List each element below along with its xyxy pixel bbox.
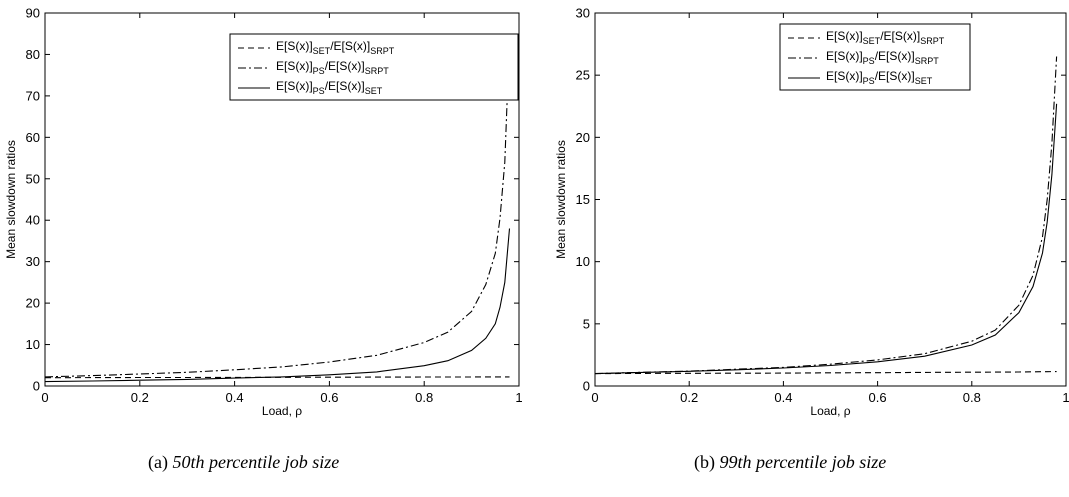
legend-label: E[S(x)]SET/E[S(x)]SRPT [276,39,395,56]
y-tick-label: 30 [26,254,40,269]
x-tick-label: 1 [515,390,522,405]
x-tick-label: 0.4 [774,390,792,405]
x-tick-label: 0.8 [415,390,433,405]
y-tick-label: 10 [26,337,40,352]
y-tick-label: 25 [576,68,590,83]
x-tick-label: 0.8 [963,390,981,405]
legend-label: E[S(x)]PS/E[S(x)]SET [826,69,933,86]
legend-label: E[S(x)]PS/E[S(x)]SET [276,79,383,96]
y-axis-label: Mean slowdown ratios [4,140,18,259]
caption-a-text: 50th percentile job size [172,452,340,472]
caption-b-text: 99th percentile job size [719,452,887,472]
y-tick-label: 0 [583,379,590,394]
legend-label: E[S(x)]PS/E[S(x)]SRPT [276,59,389,76]
x-tick-label: 0 [41,390,48,405]
y-tick-label: 80 [26,47,40,62]
series-line-solid [595,103,1058,375]
x-tick-label: 0.6 [869,390,887,405]
x-tick-label: 1 [1062,390,1069,405]
x-tick-label: 0.6 [320,390,338,405]
legend: E[S(x)]SET/E[S(x)]SRPT E[S(x)]PS/E[S(x)]S… [229,33,519,101]
x-tick-label: 0 [591,390,598,405]
y-tick-label: 30 [576,6,590,21]
y-tick-label: 40 [26,213,40,228]
y-tick-label: 0 [33,379,40,394]
caption-b: (b) 99th percentile job size [694,452,886,473]
y-tick-label: 20 [26,296,40,311]
caption-b-label: (b) [694,452,715,472]
x-tick-label: 0.4 [226,390,244,405]
legend-label: E[S(x)]SET/E[S(x)]SRPT [826,29,945,46]
legend-box [779,23,971,91]
series-line-dashdot [595,56,1058,375]
y-tick-label: 20 [576,130,590,145]
series-line-dashed [45,376,510,379]
y-tick-label: 15 [576,192,590,207]
legend-label: E[S(x)]PS/E[S(x)]SRPT [826,49,939,66]
series-line-solid [45,228,511,383]
plot-frame [44,12,520,387]
x-axis-label: Load, ρ [262,404,302,418]
y-axis-label: Mean slowdown ratios [554,140,568,259]
caption-a-label: (a) [148,452,168,472]
x-tick-label: 0.2 [131,390,149,405]
x-axis-label: Load, ρ [810,404,850,418]
series-line-dashdot [45,37,511,378]
legend-box [229,33,519,101]
y-tick-label: 90 [26,6,40,21]
x-tick-label: 0.2 [680,390,698,405]
legend: E[S(x)]SET/E[S(x)]SRPT E[S(x)]PS/E[S(x)]S… [779,23,971,91]
y-tick-label: 70 [26,88,40,103]
y-tick-label: 10 [576,254,590,269]
series-line-dashed [595,371,1057,375]
y-tick-label: 60 [26,130,40,145]
y-tick-label: 50 [26,171,40,186]
y-tick-label: 5 [583,316,590,331]
caption-a: (a) 50th percentile job size [148,452,339,473]
